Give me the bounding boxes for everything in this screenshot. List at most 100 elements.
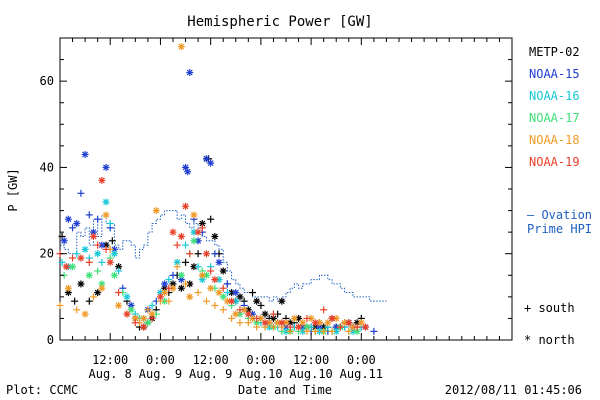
data-point-noaa-16-north <box>110 250 118 258</box>
footer-plot-source: Plot: CCMC <box>6 383 78 397</box>
data-point-noaa-18-north <box>169 284 177 292</box>
data-point-noaa-19-north <box>177 232 185 240</box>
data-point-noaa-19-north <box>295 323 303 331</box>
data-point-metp-02-south <box>194 250 202 258</box>
data-point-noaa-19-north <box>194 228 202 236</box>
data-point-noaa-18-south <box>219 306 227 314</box>
data-point-noaa-19-south <box>94 241 102 249</box>
data-point-noaa-19-north <box>182 202 190 210</box>
data-point-metp-02-north <box>219 267 227 275</box>
data-point-noaa-18-north <box>140 314 148 322</box>
data-point-noaa-15-south <box>69 224 77 232</box>
x-tick-label-date: Aug. 8 <box>89 367 132 381</box>
data-point-noaa-16-south <box>165 276 173 284</box>
data-point-noaa-15-north <box>215 258 223 266</box>
x-tick-label-date: Aug. 9 <box>139 367 182 381</box>
data-point-metp-02-north <box>211 232 219 240</box>
data-point-noaa-18-north <box>207 284 215 292</box>
data-point-metp-02-north <box>94 289 102 297</box>
legend: METP-02 NOAA-15 NOAA-16 NOAA-17 NOAA-18 NOAA-… <box>529 45 580 169</box>
data-point-noaa-16-south <box>148 301 156 309</box>
data-point-noaa-18-south <box>228 314 236 322</box>
x-tick-label-date: Aug.10 <box>289 367 332 381</box>
data-point-noaa-19-south <box>236 306 244 314</box>
data-points-layer <box>56 43 378 335</box>
data-point-noaa-18-south <box>244 319 252 327</box>
data-point-noaa-17-north <box>144 319 152 327</box>
data-point-noaa-17-north <box>303 323 311 331</box>
data-point-noaa-19-north <box>202 250 210 258</box>
y-tick-label: 20 <box>40 247 54 261</box>
data-point-noaa-17-north <box>190 237 198 245</box>
plot-frame <box>59 37 513 341</box>
data-point-noaa-19-north <box>140 323 148 331</box>
legend-noaa-19: NOAA-19 <box>529 155 580 169</box>
data-point-noaa-18-south <box>236 319 244 327</box>
data-point-metp-02-north <box>261 310 269 318</box>
data-point-noaa-16-south <box>115 267 123 275</box>
data-point-noaa-15-north <box>186 69 194 77</box>
data-point-noaa-16-north <box>332 327 340 335</box>
legend-noaa-16: NOAA-16 <box>529 89 580 103</box>
data-point-noaa-16-south <box>58 258 66 266</box>
data-point-noaa-16-north <box>123 293 131 301</box>
data-point-noaa-19-south <box>148 314 156 322</box>
data-point-noaa-18-south <box>202 297 210 305</box>
data-point-noaa-18-north <box>290 314 298 322</box>
data-point-noaa-18-south <box>89 293 97 301</box>
data-point-noaa-15-south <box>211 250 219 258</box>
data-point-noaa-15-north <box>207 159 215 167</box>
data-point-noaa-19-north <box>98 176 106 184</box>
data-point-noaa-18-north <box>64 284 72 292</box>
data-point-noaa-19-north <box>156 293 164 301</box>
data-point-noaa-16-south <box>98 258 106 266</box>
data-point-noaa-18-south <box>303 327 311 335</box>
data-point-noaa-18-north <box>198 271 206 279</box>
data-point-noaa-18-south <box>56 301 64 309</box>
data-point-metp-02-south <box>85 297 93 305</box>
x-tick-label-time: 12:00 <box>293 353 329 367</box>
legend-noaa-18: NOAA-18 <box>529 133 580 147</box>
data-point-metp-02-north <box>177 284 185 292</box>
data-point-noaa-19-south <box>69 254 77 262</box>
data-point-noaa-18-south <box>73 306 81 314</box>
data-point-noaa-18-north <box>81 310 89 318</box>
data-point-noaa-18-south <box>211 301 219 309</box>
data-point-noaa-18-north <box>215 289 223 297</box>
data-point-noaa-19-south <box>219 284 227 292</box>
data-point-noaa-15-north <box>161 280 169 288</box>
data-point-noaa-18-north <box>161 289 169 297</box>
data-point-noaa-19-north <box>311 319 319 327</box>
north-marker-legend: * north <box>524 333 575 347</box>
data-point-noaa-19-north <box>345 319 353 327</box>
data-point-noaa-19-north <box>106 258 114 266</box>
data-point-metp-02-south <box>108 237 116 245</box>
data-point-noaa-17-north <box>177 271 185 279</box>
data-point-noaa-18-south <box>345 327 353 335</box>
data-point-noaa-16-north <box>81 245 89 253</box>
data-point-noaa-18-north <box>186 293 194 301</box>
data-point-noaa-19-south <box>131 319 139 327</box>
data-point-noaa-17-north <box>219 293 227 301</box>
data-point-noaa-16-south <box>194 263 202 271</box>
data-point-noaa-19-south <box>320 306 328 314</box>
data-point-noaa-15-north <box>64 215 72 223</box>
data-point-metp-02-north <box>236 293 244 301</box>
data-point-noaa-15-south <box>169 271 177 279</box>
data-point-noaa-19-north <box>62 263 70 271</box>
data-point-noaa-18-south <box>165 297 173 305</box>
data-point-noaa-18-north <box>232 310 240 318</box>
data-point-noaa-15-south <box>94 215 102 223</box>
data-point-noaa-18-south <box>194 289 202 297</box>
chart-title: Hemispheric Power [GW] <box>187 14 372 30</box>
data-point-noaa-15-south <box>370 327 378 335</box>
data-point-noaa-15-north <box>81 150 89 158</box>
data-point-noaa-18-south <box>182 280 190 288</box>
data-point-noaa-18-north <box>98 284 106 292</box>
data-point-noaa-18-south <box>320 327 328 335</box>
data-point-metp-02-south <box>71 297 79 305</box>
ovation-line-layer <box>60 210 387 302</box>
data-point-noaa-19-north <box>362 323 370 331</box>
data-point-noaa-16-south <box>106 220 114 228</box>
x-tick-label-time: 0:00 <box>347 353 376 367</box>
